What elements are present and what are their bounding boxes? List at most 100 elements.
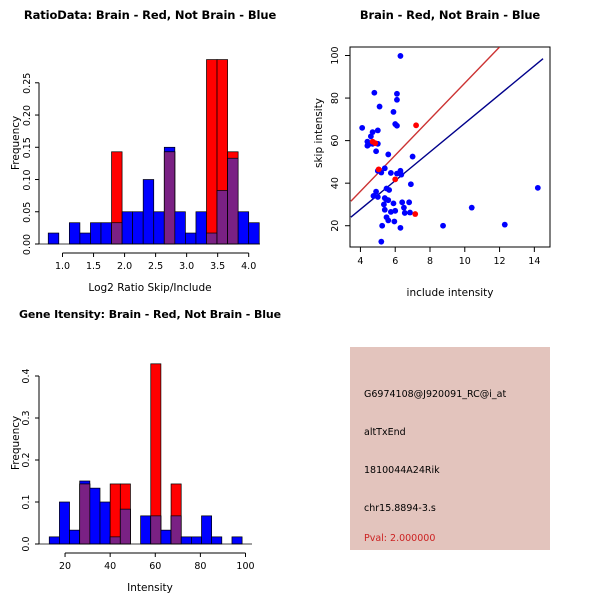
scatter-plot-box xyxy=(349,46,551,248)
scatter-point xyxy=(359,124,366,131)
ratio-bar-not-brain xyxy=(237,211,250,245)
ratio-histogram-canvas: 0.00 0.05 0.10 0.15 0.20 0.25 1.0 1.5 2.0 2.5 3.0 3… xyxy=(22,59,260,272)
scatter-point xyxy=(398,171,405,178)
scatter-point xyxy=(387,170,394,176)
panel-gene-intensity-histogram: Gene Itensity: Brain - Red, Not Brain - … xyxy=(0,300,300,600)
scatter-point xyxy=(386,187,393,193)
scatter-x-tick-label: 4 xyxy=(357,256,363,267)
scatter-point xyxy=(412,211,419,217)
scatter-x-tick-label: 10 xyxy=(459,256,471,267)
scatter-point xyxy=(374,127,381,134)
scatter-fit-line xyxy=(350,47,501,202)
ratio-x-tick-label: 3.5 xyxy=(210,261,225,272)
scatter-point xyxy=(381,206,388,213)
scatter-point xyxy=(373,188,379,195)
scatter-point xyxy=(407,181,414,188)
scatter-ylabel: skip intensity xyxy=(313,98,325,168)
scatter-fit-line xyxy=(350,58,544,218)
scatter-point xyxy=(397,53,404,59)
locus-text: chr15.8894-3.s xyxy=(364,503,436,514)
scatter-point xyxy=(468,204,475,211)
ratio-bar-brain xyxy=(206,59,218,245)
ratio-histogram-title: RatioData: Brain - Red, Not Brain - Blue xyxy=(23,8,277,22)
scatter-x-tick-label: 8 xyxy=(427,256,433,267)
gene-bar-not-brain xyxy=(59,501,70,545)
ratio-bar-not-brain xyxy=(121,211,133,245)
scatter-point xyxy=(379,222,386,229)
scatter-point xyxy=(440,222,446,229)
scatter-point xyxy=(390,200,397,207)
scatter-point xyxy=(364,142,371,149)
scatter-point xyxy=(394,96,400,103)
scatter-point xyxy=(392,207,399,214)
ratio-bar-overlap xyxy=(111,222,123,245)
ratio-bar-not-brain xyxy=(174,211,186,245)
gene-y-tick-label: 0.4 xyxy=(21,368,32,383)
scatter-point xyxy=(397,224,404,231)
scatter-point xyxy=(375,166,382,173)
panel-intensity-scatter: Brain - Red, Not Brain - Blue 4 6 8 10 12 14 2… xyxy=(300,0,600,300)
scatter-x-tick-label: 6 xyxy=(392,256,398,267)
gene-histogram-canvas: 0.0 0.1 0.2 0.3 0.4 20 40 60 80 100 xyxy=(21,363,255,572)
ratio-x-tick-label: 1.0 xyxy=(55,261,70,272)
scatter-point xyxy=(534,184,541,191)
probe-id-text: G6974108@J920091_RC@i_at xyxy=(364,389,507,400)
ratio-y-tick-label: 0.10 xyxy=(22,169,33,190)
ratio-bar-not-brain xyxy=(100,222,112,245)
ratio-bar-overlap xyxy=(216,190,228,245)
ratio-y-tick-label: 0.05 xyxy=(22,202,33,223)
ratio-y-tick-label: 0.20 xyxy=(22,105,33,126)
scatter-point xyxy=(391,218,398,225)
ratio-bar-overlap xyxy=(227,157,239,245)
scatter-point xyxy=(394,90,400,97)
scatter-y-tick-label: 40 xyxy=(330,177,341,189)
gene-x-tick-label: 20 xyxy=(59,561,71,572)
scatter-point xyxy=(401,204,407,211)
ratio-bar-not-brain xyxy=(185,232,197,245)
ratio-histogram-xlabel: Log2 Ratio Skip/Include xyxy=(88,282,212,294)
scatter-point xyxy=(385,197,392,204)
ratio-y-tick-label: 0.15 xyxy=(22,137,33,158)
ratio-x-tick-label: 4.0 xyxy=(241,261,256,272)
scatter-content xyxy=(350,47,544,245)
gene-bar-overlap xyxy=(109,536,121,545)
scatter-y-tick-label: 60 xyxy=(330,135,341,147)
scatter-point xyxy=(401,210,408,216)
scatter-point xyxy=(387,208,394,215)
gene-bar-not-brain xyxy=(191,536,202,545)
pval-text: Pval: 2.000000 xyxy=(364,533,436,544)
scatter-x-tick-label: 14 xyxy=(528,256,540,267)
scatter-point xyxy=(367,133,374,140)
ratio-bar-not-brain xyxy=(195,211,207,245)
gene-bar-overlap xyxy=(150,515,162,545)
panel-ratio-histogram: RatioData: Brain - Red, Not Brain - Blue… xyxy=(0,0,300,300)
event-type-text: altTxEnd xyxy=(364,427,406,438)
ratio-bar-not-brain xyxy=(68,222,81,245)
gene-y-tick-label: 0.1 xyxy=(21,494,32,509)
scatter-point xyxy=(376,103,383,110)
gene-bar-not-brain xyxy=(99,501,111,545)
ratio-bar-not-brain xyxy=(132,211,144,245)
ratio-x-tick-label: 2.5 xyxy=(148,261,163,272)
ratio-y-tick-label: 0.00 xyxy=(22,234,33,255)
scatter-point xyxy=(385,151,392,158)
scatter-point xyxy=(413,122,419,129)
scatter-point xyxy=(406,199,413,206)
scatter-point xyxy=(373,148,379,155)
gene-y-tick-label: 0.3 xyxy=(21,410,32,425)
ratio-y-tick-label: 0.25 xyxy=(22,73,33,94)
gene-y-tick-label: 0.2 xyxy=(21,452,32,467)
gene-info-box: G6974108@J920091_RC@i_at altTxEnd 181004… xyxy=(350,347,550,550)
panel-gene-info: G6974108@J920091_RC@i_at altTxEnd 181004… xyxy=(300,300,600,600)
gene-bar-not-brain xyxy=(231,536,243,545)
scatter-x-tick-label: 12 xyxy=(494,256,506,267)
scatter-point xyxy=(409,153,416,160)
ratio-bar-not-brain xyxy=(248,222,260,245)
gene-bar-overlap xyxy=(119,508,131,545)
scatter-point xyxy=(374,194,381,200)
scatter-point xyxy=(372,140,379,147)
gene-histogram-xlabel: Intensity xyxy=(127,582,173,594)
gene-bar-not-brain xyxy=(69,529,81,545)
gene-histogram-title: Gene Itensity: Brain - Red, Not Brain - … xyxy=(18,308,282,321)
